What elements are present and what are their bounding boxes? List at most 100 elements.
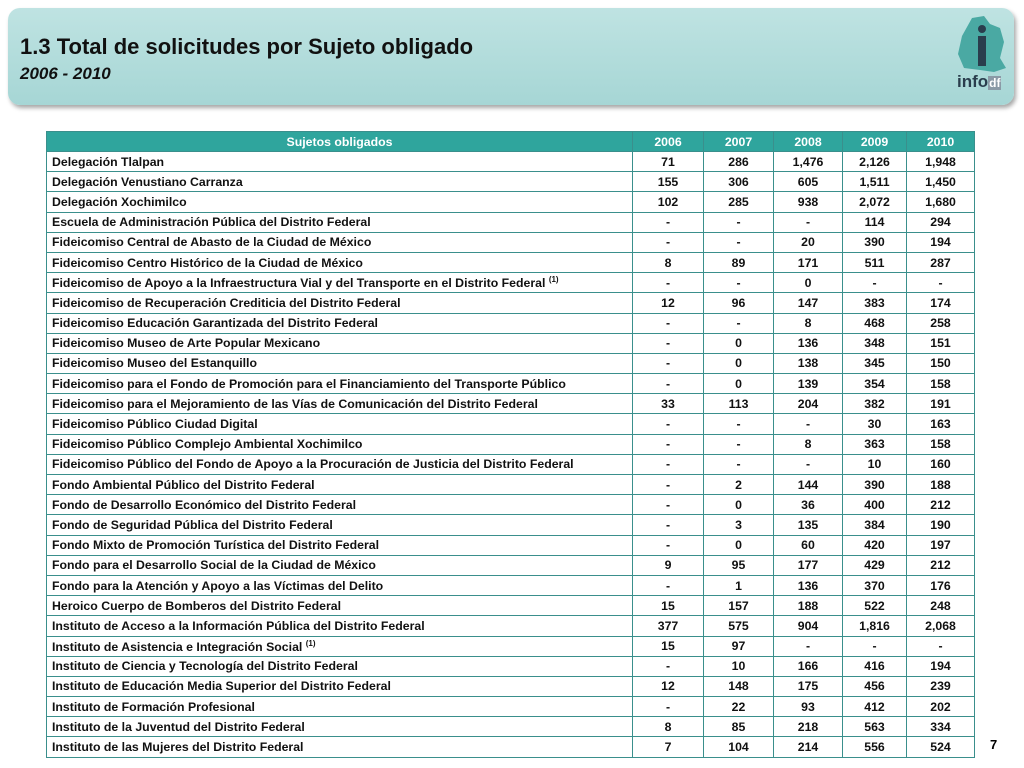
- cell-value: 188: [906, 473, 975, 496]
- cell-value: 163: [906, 413, 975, 435]
- cell-value: -: [632, 211, 704, 233]
- row-name-text: Delegación Xochimilco: [52, 194, 187, 209]
- cell-value: 15: [632, 595, 704, 617]
- cell-value: 135: [773, 514, 843, 536]
- cell-value: 258: [906, 312, 975, 334]
- cell-value: 114: [842, 211, 907, 233]
- cell-value: 144: [773, 473, 843, 496]
- cell-value: 160: [906, 453, 975, 476]
- row-note: (1): [305, 638, 316, 648]
- table-row: Fideicomiso de Recuperación Crediticia d…: [46, 292, 975, 314]
- cell-value: -: [632, 696, 704, 718]
- table-row: Instituto de Formación Profesional -22 93 4…: [46, 696, 975, 718]
- cell-value: -: [632, 453, 704, 476]
- table-row: Fideicomiso para el Fondo de Promoción p…: [46, 373, 975, 395]
- table-row: Fideicomiso de Apoyo a la Infraestructur…: [46, 272, 975, 294]
- row-name-text: Instituto de las Mujeres del Distrito Fe…: [52, 740, 304, 755]
- row-name: Fideicomiso Público Complejo Ambiental X…: [46, 433, 633, 455]
- cell-value: 96: [703, 292, 774, 314]
- cell-value: 212: [906, 554, 975, 576]
- row-name: Heroico Cuerpo de Bomberos del Distrito …: [46, 595, 633, 617]
- row-name-text: Instituto de Acceso a la Información Púb…: [52, 618, 425, 633]
- row-name: Fideicomiso Público Ciudad Digital: [46, 413, 633, 435]
- table-row: Instituto de Educación Media Superior de…: [46, 675, 975, 698]
- row-name: Fideicomiso Público del Fondo de Apoyo a…: [46, 453, 633, 476]
- cell-value: -: [632, 534, 704, 556]
- cell-value: 0: [703, 494, 774, 516]
- data-table: Sujetos obligados 2006 2007 2008 2009 2010 De…: [46, 131, 975, 758]
- row-name: Delegación Venustiano Carranza: [46, 171, 633, 193]
- cell-value: 194: [906, 655, 975, 677]
- subtitle: 2006 - 2010: [20, 64, 111, 83]
- row-name: Instituto de Formación Profesional: [46, 696, 633, 718]
- cell-value: 348: [842, 332, 907, 354]
- row-name-text: Fondo de Seguridad Pública del Distrito …: [52, 517, 333, 532]
- cell-value: -: [906, 272, 975, 294]
- table-row: Fideicomiso Público Ciudad Digital - - -30 1…: [46, 413, 975, 435]
- cell-value: 1,450: [906, 171, 975, 193]
- cell-value: 97: [703, 635, 774, 657]
- cell-value: -: [632, 312, 704, 334]
- row-name: Instituto de Asistencia e Integración So…: [46, 635, 633, 657]
- cell-value: 157: [703, 595, 774, 617]
- cell-value: 1,948: [906, 150, 975, 173]
- column-header: 2006: [632, 131, 704, 152]
- cell-value: 102: [632, 191, 704, 213]
- row-name: Fondo de Seguridad Pública del Distrito …: [46, 514, 633, 536]
- row-name-text: Heroico Cuerpo de Bomberos del Distrito …: [52, 598, 342, 613]
- cell-value: 12: [632, 675, 704, 698]
- table-row: Fideicomiso Público Complejo Ambiental X…: [46, 433, 975, 455]
- cell-value: 2,072: [842, 191, 907, 213]
- table-row: Instituto de Asistencia e Integración So…: [46, 635, 975, 657]
- row-name: Fondo para el Desarrollo Social de la Ci…: [46, 554, 633, 576]
- cell-value: -: [773, 211, 843, 233]
- row-name: Instituto de la Juventud del Distrito Fe…: [46, 716, 633, 738]
- cell-value: 158: [906, 433, 975, 455]
- row-name-text: Instituto de la Juventud del Distrito Fe…: [52, 719, 305, 734]
- cell-value: 197: [906, 534, 975, 556]
- cell-value: 285: [703, 191, 774, 213]
- cell-value: 575: [703, 615, 774, 637]
- cell-value: 194: [906, 231, 975, 253]
- row-name: Delegación Xochimilco: [46, 191, 633, 213]
- cell-value: -: [632, 373, 704, 395]
- table-row: Fideicomiso Museo del Estanquillo -0 138 34…: [46, 352, 975, 375]
- cell-value: -: [842, 272, 907, 294]
- cell-value: -: [703, 433, 774, 455]
- cell-value: 7: [632, 736, 704, 758]
- row-name-text: Instituto de Asistencia e Integración So…: [52, 639, 303, 654]
- cell-value: 60: [773, 534, 843, 556]
- table-row: Escuela de Administración Pública del Di…: [46, 211, 975, 233]
- cell-value: 20: [773, 231, 843, 253]
- cell-value: 334: [906, 716, 975, 738]
- cell-value: -: [906, 635, 975, 657]
- cell-value: 214: [773, 736, 843, 758]
- cell-value: 147: [773, 292, 843, 314]
- cell-value: 136: [773, 332, 843, 354]
- row-name: Instituto de Educación Media Superior de…: [46, 675, 633, 698]
- table-row: Fondo de Seguridad Pública del Distrito …: [46, 514, 975, 536]
- table-row: Fondo Ambiental Público del Distrito Fed…: [46, 473, 975, 496]
- table-body: Delegación Tlalpan 71 286 1,476 2,126 1,948 De…: [46, 150, 975, 758]
- cell-value: 166: [773, 655, 843, 677]
- cell-value: 412: [842, 696, 907, 718]
- row-name: Instituto de Ciencia y Tecnología del Di…: [46, 655, 633, 677]
- cell-value: 511: [842, 251, 907, 274]
- cell-value: 8: [632, 716, 704, 738]
- row-name: Fideicomiso Centro Histórico de la Ciuda…: [46, 251, 633, 274]
- logo-i: [978, 36, 986, 66]
- cell-value: 0: [703, 373, 774, 395]
- row-name-text: Fideicomiso de Apoyo a la Infraestructur…: [52, 276, 546, 291]
- cell-value: 175: [773, 675, 843, 698]
- cell-value: 10: [703, 655, 774, 677]
- row-name-text: Escuela de Administración Pública del Di…: [52, 215, 371, 230]
- table-row: Fondo Mixto de Promoción Turística del D…: [46, 534, 975, 556]
- row-name-text: Fondo Mixto de Promoción Turística del D…: [52, 538, 380, 553]
- cell-value: 174: [906, 292, 975, 314]
- cell-value: -: [632, 231, 704, 253]
- row-name-text: Fideicomiso para el Fondo de Promoción p…: [52, 376, 566, 391]
- page-number: 7: [990, 737, 998, 752]
- cell-value: -: [773, 413, 843, 435]
- cell-value: -: [632, 413, 704, 435]
- table-row: Delegación Venustiano Carranza 155 306 605 1…: [46, 171, 975, 193]
